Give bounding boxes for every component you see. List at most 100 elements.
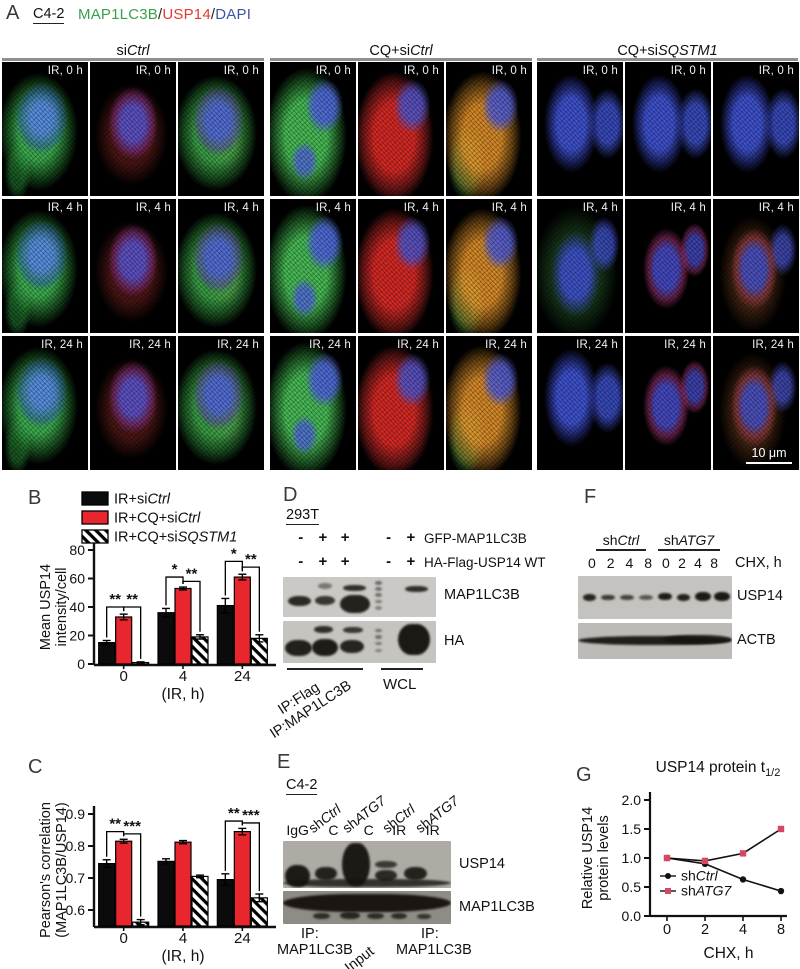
f-lane-number: 2 (678, 555, 686, 571)
x-tick-label: 0 (119, 668, 127, 685)
micrograph-timepoint-label: IR, 4 h (758, 202, 794, 214)
x-tick-label: 24 (234, 668, 251, 685)
scale-bar: 10 μm (746, 445, 792, 464)
sig-label: ** (126, 591, 138, 608)
blot-band (582, 594, 597, 601)
e-lane-label: IR (425, 822, 440, 838)
panel-a-cell-line: C4-2 (33, 6, 65, 24)
x-axis-title: (IR, h) (161, 686, 204, 703)
x-tick-label: 8 (777, 922, 785, 938)
y-tick-label: 20 (69, 628, 85, 644)
bar (233, 830, 251, 927)
bar (191, 875, 209, 927)
f-chx-label: CHX, h (735, 555, 782, 571)
micrograph-timepoint-label: IR, 4 h (135, 202, 171, 214)
sig-bracket (241, 566, 260, 632)
y-tick-label: 80 (69, 542, 85, 558)
blot-e-usp14 (283, 841, 451, 888)
legend-swatch (81, 491, 109, 506)
sig-bracket (182, 580, 201, 632)
sig-bracket (123, 606, 142, 659)
blot-band (313, 912, 331, 919)
bar (191, 636, 209, 665)
blot-e-label-usp14: USP14 (459, 856, 505, 872)
bar (174, 587, 192, 665)
f-lane-number: 4 (694, 555, 702, 571)
group-header-cq-sisqstm1: CQ+siSQSTM1 (617, 43, 718, 59)
bar (216, 604, 234, 665)
lane-sign: + (318, 553, 328, 570)
scale-bar-text: 10 μm (751, 445, 787, 460)
micrograph-tile: IR, 24 h (358, 336, 444, 470)
micrograph-tile: IR, 24 h (446, 336, 532, 470)
sig-label: ** (245, 551, 257, 568)
blot-band (374, 599, 383, 604)
wcl-label: WCL (383, 676, 417, 693)
y-tick-label: 0.0 (622, 908, 642, 924)
bar (216, 878, 234, 927)
micrograph-timepoint-label: IR, 4 h (582, 202, 618, 214)
panel-g-letter: G (576, 764, 592, 786)
data-point (739, 876, 747, 883)
micrograph-timepoint-label: IR, 0 h (47, 65, 83, 77)
x-tick-label: 4 (179, 930, 187, 947)
y-axis-title: Mean USP14 (38, 564, 54, 650)
blot-d-label-ha: HA (444, 633, 465, 649)
sig-label: *** (123, 818, 141, 835)
bar (98, 642, 116, 665)
e-lane-label: C (363, 822, 374, 838)
legend-swatch (81, 529, 109, 544)
y-tick-label: 0.5 (622, 879, 642, 895)
micrograph-timepoint-label: IR, 4 h (315, 202, 351, 214)
legend-swatch (81, 510, 109, 525)
lane-sign: - (298, 529, 304, 546)
lane-sign: + (318, 529, 328, 546)
micrograph-tile: IR, 24 h (178, 336, 264, 470)
y-axis-title: (MAP1LC3B/USP14) (54, 802, 70, 937)
micrograph-tile: IR, 0 h (446, 62, 532, 196)
x-axis-title: (IR, h) (161, 948, 204, 965)
blot-band (315, 596, 335, 605)
micrograph-timepoint-label: IR, 24 h (664, 339, 706, 351)
e-ip-left-2: MAP1LC3B (277, 942, 353, 958)
micrograph-timepoint-label: IR, 0 h (403, 65, 439, 77)
micrograph-timepoint-label: IR, 24 h (129, 339, 171, 351)
micrograph-tile: IR, 4 h (446, 199, 532, 333)
title-part: USP14 (162, 6, 211, 23)
sig-label: ** (109, 591, 121, 608)
micrograph-tile: IR, 0 h (713, 62, 799, 196)
blot-band (339, 594, 371, 613)
legend-label: IR+siCtrl (114, 492, 171, 508)
bar (233, 576, 251, 665)
construct-label: HA-Flag-USP14 WT (424, 555, 546, 570)
bar (98, 862, 116, 927)
micrograph-timepoint-label: IR, 4 h (491, 202, 527, 214)
x-tick-label: 4 (179, 668, 187, 685)
legend-marker (665, 873, 671, 879)
panel-a-title: MAP1LC3B/USP14/DAPI (78, 6, 251, 23)
blot-e-map1lc3b (283, 891, 451, 924)
x-axis-title: CHX, h (704, 945, 754, 962)
lane-sign: - (386, 553, 392, 570)
micrograph-timepoint-label: IR, 4 h (47, 202, 83, 214)
blot-band (318, 583, 332, 589)
micrograph-timepoint-label: IR, 0 h (582, 65, 618, 77)
micrograph-tile: IR, 4 h (90, 199, 176, 333)
y-tick-label: 0.9 (66, 806, 86, 822)
sig-bracket (165, 576, 184, 606)
group-underline (2, 58, 264, 61)
e-lane-label: IgG (286, 822, 309, 838)
y-tick-label: 1.0 (622, 850, 642, 866)
legend-marker (665, 888, 671, 894)
blot-band (403, 867, 428, 881)
micrograph-timepoint-label: IR, 24 h (309, 339, 351, 351)
blot-f-actb (578, 623, 732, 659)
blot-band (375, 860, 398, 868)
blot-band (340, 912, 361, 920)
sig-bracket (123, 833, 142, 917)
y-tick-label: 0.7 (66, 870, 86, 886)
data-point (701, 857, 709, 865)
blot-band (283, 878, 451, 888)
